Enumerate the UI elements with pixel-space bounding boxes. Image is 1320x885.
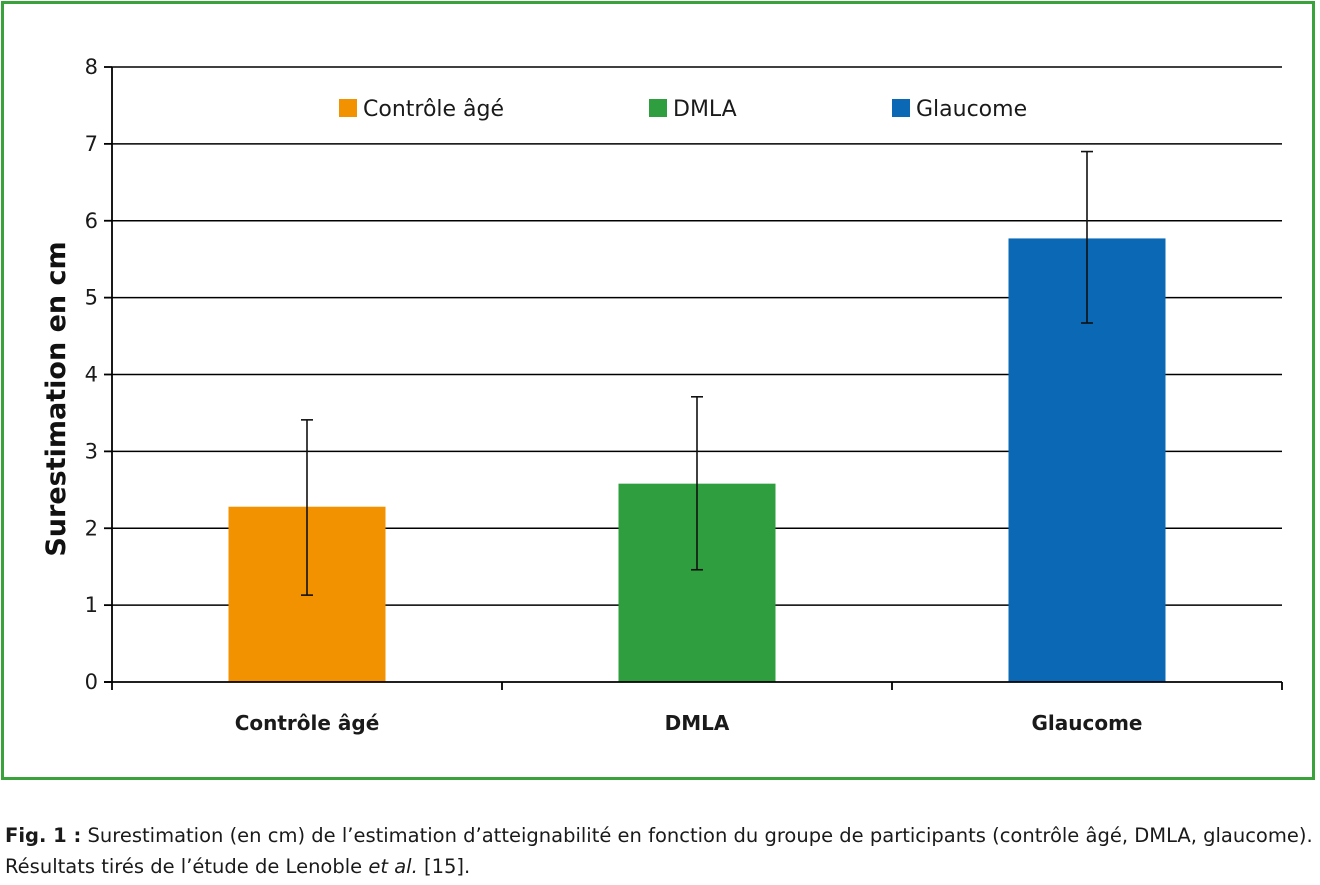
- y-tick-label: 3: [85, 439, 98, 463]
- y-tick-label: 8: [85, 55, 98, 79]
- y-tick-label: 7: [85, 132, 98, 156]
- bars: [228, 238, 1166, 682]
- caption-et-al: et al.: [368, 855, 418, 878]
- legend-swatch: [339, 99, 357, 117]
- legend-swatch: [649, 99, 667, 117]
- x-category-label: Glaucome: [1031, 711, 1142, 735]
- chart-frame: 0 1 2 3 4 5 6 7 8 Contrôle âgé DMLA Glaucome Contrô…: [1, 1, 1315, 780]
- figure-number: Fig. 1 :: [5, 824, 82, 847]
- legend-swatch: [892, 99, 910, 117]
- y-tick-label: 4: [85, 363, 98, 387]
- bar-chart: 0 1 2 3 4 5 6 7 8 Contrôle âgé DMLA Glaucome Contrô…: [41, 55, 1283, 735]
- figure-caption: Fig. 1 : Surestimation (en cm) de l’esti…: [5, 820, 1317, 882]
- y-tick-label: 1: [85, 593, 98, 617]
- caption-text: Surestimation (en cm) de l’estimation d’…: [5, 824, 1313, 878]
- x-category-label: DMLA: [665, 711, 730, 735]
- caption-reference: [15].: [417, 855, 471, 878]
- y-tick-label: 5: [85, 286, 98, 310]
- legend-label: Contrôle âgé: [363, 97, 504, 122]
- x-category-label: Contrôle âgé: [235, 711, 380, 735]
- y-axis-label: Surestimation en cm: [41, 241, 72, 556]
- axes: 0 1 2 3 4 5 6 7 8 Contrôle âgé DMLA Glaucome: [85, 55, 1283, 735]
- y-tick-label: 0: [85, 670, 98, 694]
- legend: Contrôle âgé DMLA Glaucome: [339, 97, 1027, 122]
- error-bars: [301, 150, 1093, 596]
- y-tick-label: 2: [85, 516, 98, 540]
- legend-label: Glaucome: [916, 97, 1027, 122]
- y-tick-label: 6: [85, 209, 98, 233]
- legend-label: DMLA: [673, 97, 737, 122]
